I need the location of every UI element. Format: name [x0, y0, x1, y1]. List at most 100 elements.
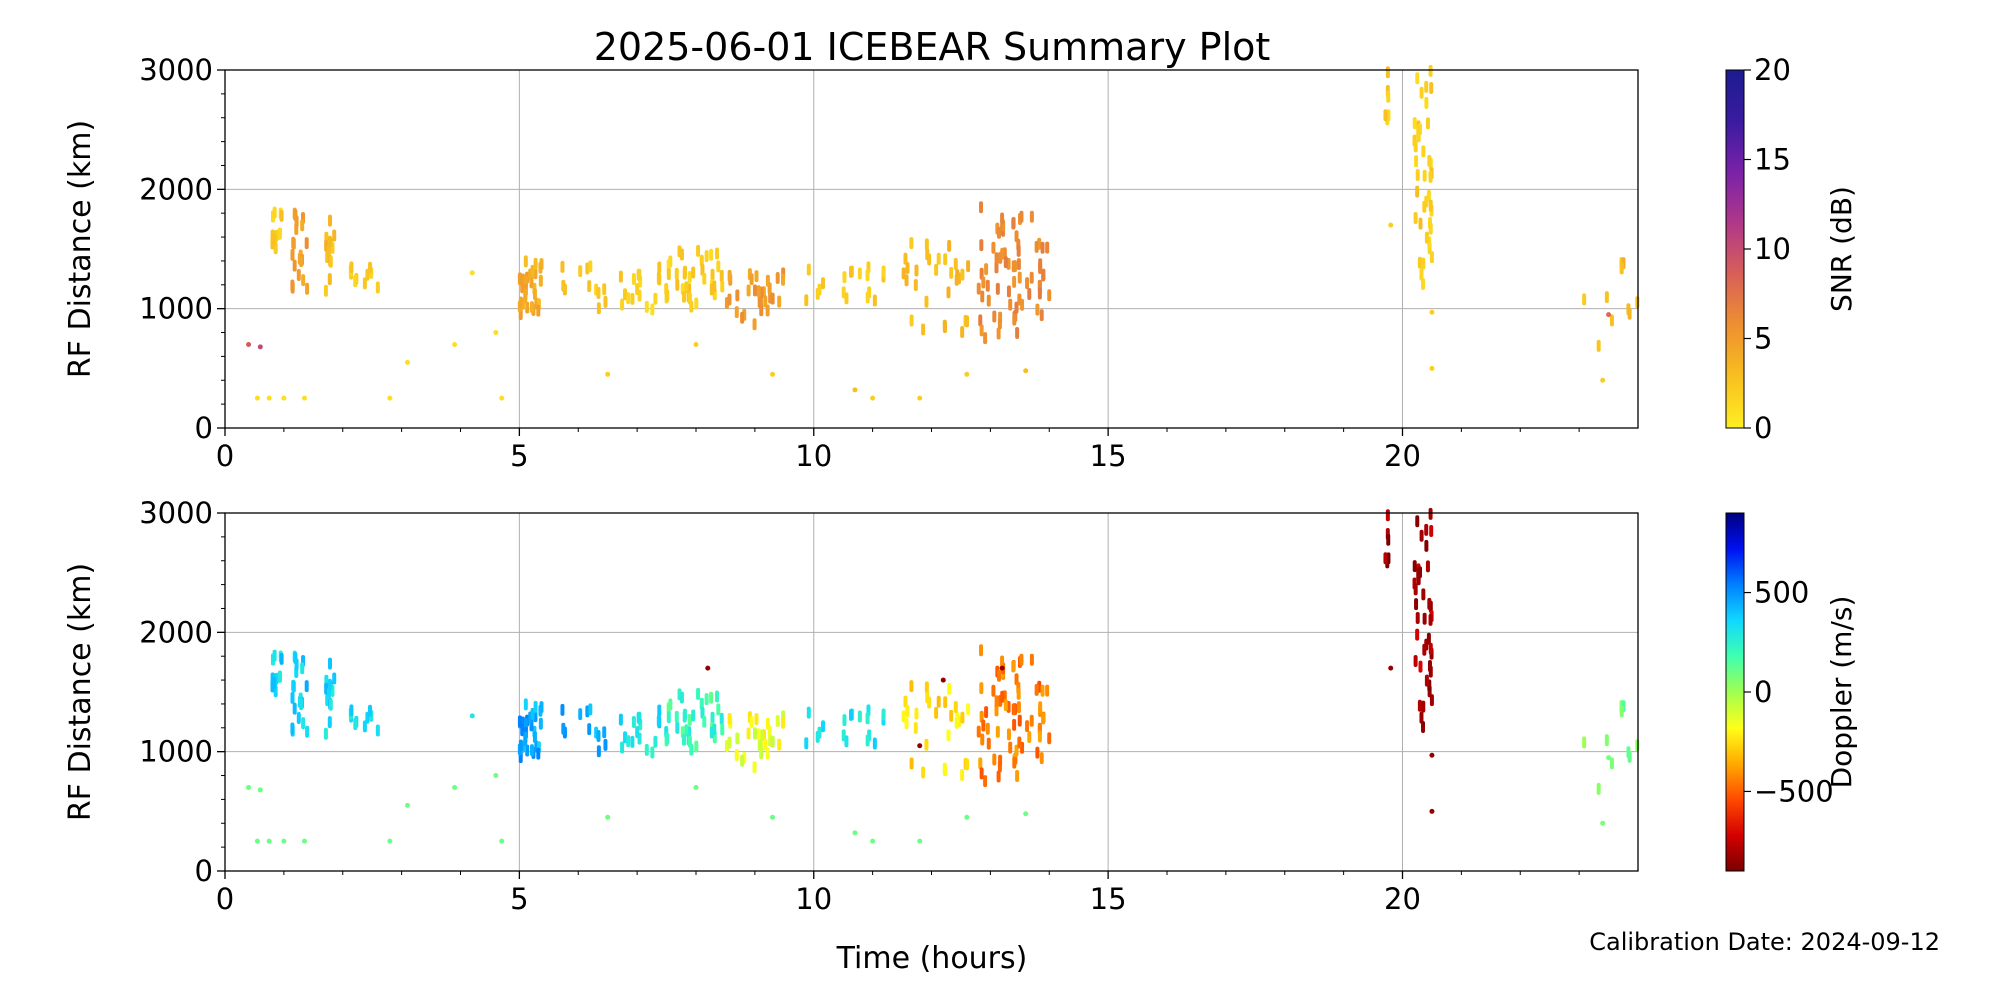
x-tick-label: 5 [510, 882, 528, 916]
x-tick-label: 20 [1384, 439, 1421, 473]
data-point [1029, 210, 1034, 223]
data-point [857, 710, 862, 723]
data-point [1034, 240, 1039, 253]
data-point [1619, 705, 1624, 718]
y-axis-label: RF Distance (km) [63, 563, 98, 821]
data-point [300, 662, 305, 675]
data-point [631, 715, 636, 728]
data-point [657, 261, 662, 274]
data-point [666, 268, 671, 281]
data-point [765, 747, 770, 760]
data-point [917, 395, 923, 401]
data-point [368, 261, 373, 274]
data-point [849, 265, 854, 278]
data-point [375, 724, 380, 737]
data-point [674, 710, 679, 723]
data-point [452, 341, 458, 347]
data-point [327, 273, 332, 286]
data-point [687, 270, 692, 283]
data-point [405, 359, 411, 365]
data-point [1047, 289, 1052, 302]
data-point [821, 277, 826, 290]
data-point [927, 696, 932, 709]
data-point [905, 705, 910, 718]
data-point [1025, 277, 1030, 290]
data-point [1627, 307, 1632, 320]
data-point [536, 304, 541, 317]
data-point [857, 267, 862, 280]
data-point [1429, 694, 1434, 707]
data-point [702, 715, 707, 728]
y-tick-label: 1000 [139, 292, 213, 326]
data-point [301, 395, 307, 401]
data-point [532, 288, 537, 301]
data-point [1015, 326, 1020, 339]
data-point [290, 691, 295, 704]
data-point [913, 279, 918, 292]
data-point [291, 237, 296, 250]
data-point [517, 715, 522, 728]
data-point [520, 724, 525, 737]
data-point [903, 252, 908, 265]
data-point [903, 695, 908, 708]
data-point [715, 247, 720, 260]
data-point [1000, 690, 1005, 703]
data-point [1627, 750, 1632, 763]
data-point [849, 708, 854, 721]
data-point [304, 237, 309, 250]
data-point [266, 838, 272, 844]
data-point [727, 736, 732, 749]
data-point [964, 371, 970, 377]
data-point [844, 735, 849, 748]
data-point [983, 332, 988, 345]
data-point [693, 784, 699, 790]
data-point [1421, 257, 1426, 270]
data-point [1012, 275, 1017, 288]
data-point [499, 395, 505, 401]
data-point [699, 254, 704, 267]
data-point [1017, 736, 1022, 749]
data-point [281, 395, 287, 401]
colorbar-tick-label: 10 [1754, 232, 1791, 266]
data-point [301, 274, 306, 287]
data-point [387, 395, 393, 401]
data-point [817, 726, 822, 739]
data-point [992, 310, 997, 323]
data-point [1000, 247, 1005, 260]
data-point [881, 708, 886, 721]
data-point [965, 758, 970, 771]
data-point [924, 238, 929, 251]
data-point [682, 267, 687, 280]
data-point [578, 265, 583, 278]
data-point [1011, 703, 1016, 716]
data-point [1386, 533, 1391, 546]
data-point [539, 701, 544, 714]
data-point [1041, 712, 1046, 725]
data-point [1014, 301, 1019, 314]
data-point [1011, 260, 1016, 273]
data-point [997, 669, 1002, 682]
data-point [666, 259, 671, 272]
data-point [1385, 66, 1390, 79]
data-point [561, 279, 566, 292]
data-point [1006, 728, 1011, 741]
data-point [1635, 296, 1640, 309]
data-point [1011, 217, 1016, 230]
data-point [1427, 597, 1432, 610]
data-point [299, 255, 304, 268]
data-point [623, 288, 628, 301]
data-point [523, 718, 528, 731]
x-axis-label: Time (hours) [836, 941, 1028, 976]
data-point [770, 735, 775, 748]
data-point [806, 263, 811, 276]
data-point [709, 248, 714, 261]
data-point [765, 274, 770, 287]
data-point [272, 233, 277, 246]
data-point [1416, 567, 1421, 580]
data-point [687, 292, 692, 305]
data-point [940, 677, 946, 683]
data-point [290, 722, 295, 735]
data-point [727, 293, 732, 306]
data-point [710, 268, 715, 281]
data-point [1418, 217, 1423, 230]
